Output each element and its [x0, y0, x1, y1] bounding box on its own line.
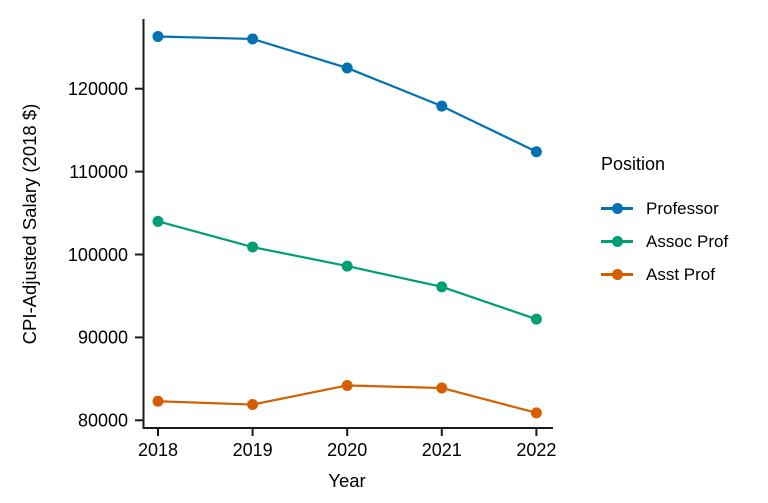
- legend-item-label: Assoc Prof: [646, 231, 729, 251]
- legend-key-icon: [601, 203, 633, 215]
- data-point-assoc-prof-2020: [341, 260, 353, 272]
- y-tick-label: 90000: [78, 328, 128, 348]
- legend: Position Professor Assoc Prof Asst Prof: [601, 152, 728, 291]
- legend-item-label: Asst Prof: [646, 264, 715, 284]
- data-point-asst-prof-2021: [436, 382, 448, 394]
- y-tick-label: 120000: [68, 79, 128, 99]
- data-point-professor-2020: [341, 62, 353, 74]
- legend-key-icon: [601, 236, 633, 248]
- data-point-assoc-prof-2019: [247, 241, 259, 253]
- data-point-professor-2021: [436, 100, 448, 112]
- data-point-asst-prof-2022: [530, 407, 542, 419]
- data-point-assoc-prof-2022: [530, 313, 542, 325]
- legend-item-asst-prof: Asst Prof: [601, 258, 728, 291]
- data-point-professor-2022: [530, 146, 542, 158]
- x-tick-label: 2020: [327, 440, 367, 460]
- data-point-assoc-prof-2021: [436, 281, 448, 293]
- x-tick-label: 2019: [233, 440, 273, 460]
- y-tick-label: 110000: [69, 162, 128, 182]
- series-line-professor: [156, 35, 538, 153]
- legend-items: Professor Assoc Prof Asst Prof: [601, 192, 728, 291]
- legend-item-label: Professor: [646, 198, 719, 218]
- legend-key-icon: [601, 269, 633, 281]
- y-tick-label: 80000: [78, 411, 128, 431]
- data-point-asst-prof-2020: [341, 379, 353, 391]
- data-point-assoc-prof-2018: [152, 215, 164, 227]
- legend-item-professor: Professor: [601, 192, 728, 225]
- x-tick-label: 2021: [422, 440, 462, 460]
- y-axis-title: CPI-Adjusted Salary (2018 $): [19, 103, 40, 345]
- legend-item-assoc-prof: Assoc Prof: [601, 225, 728, 258]
- y-tick-label: 100000: [68, 245, 128, 265]
- x-tick-label: 2018: [138, 440, 178, 460]
- legend-title: Position: [601, 154, 666, 174]
- data-point-asst-prof-2019: [247, 399, 259, 411]
- data-point-professor-2019: [247, 33, 259, 45]
- x-tick-label: 2022: [516, 440, 556, 460]
- data-point-asst-prof-2018: [152, 395, 164, 407]
- data-point-professor-2018: [152, 30, 164, 42]
- x-axis-title: Year: [328, 470, 366, 491]
